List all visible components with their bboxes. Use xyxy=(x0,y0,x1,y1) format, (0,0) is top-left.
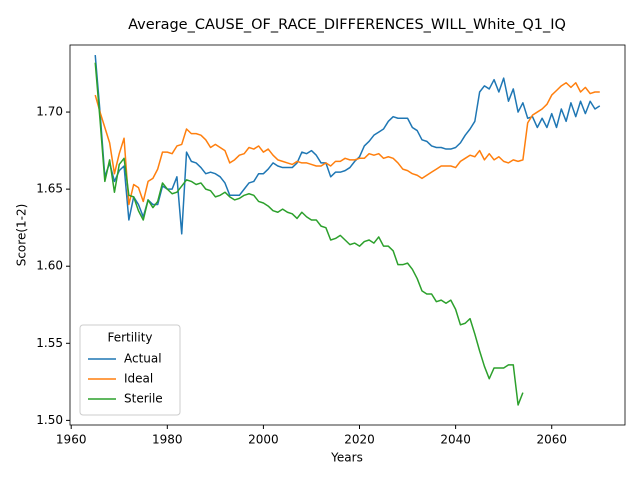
plot-frame xyxy=(69,44,626,426)
x-axis-label: Years xyxy=(330,451,363,465)
x-tick-label: 1980 xyxy=(152,433,183,447)
x-tick-label: 2000 xyxy=(248,433,279,447)
series-line xyxy=(94,82,600,206)
legend-label: Ideal xyxy=(124,372,153,386)
x-tick-label: 2060 xyxy=(536,433,567,447)
series-line xyxy=(94,54,601,235)
x-tick-label: 2020 xyxy=(344,433,375,447)
legend-label: Actual xyxy=(124,352,162,366)
legend-title: Fertility xyxy=(107,331,152,345)
y-tick-label: 1.55 xyxy=(36,336,63,350)
y-tick-label: 1.65 xyxy=(36,182,63,196)
chart-title: Average_CAUSE_OF_RACE_DIFFERENCES_WILL_W… xyxy=(128,17,566,33)
legend-label: Sterile xyxy=(124,392,163,406)
y-axis-label: Score(1-2) xyxy=(15,204,29,267)
x-tick-label: 2040 xyxy=(440,433,471,447)
y-tick-label: 1.50 xyxy=(36,413,63,427)
legend-box xyxy=(79,324,181,416)
series-line xyxy=(94,62,524,406)
y-tick-label: 1.60 xyxy=(36,259,63,273)
x-tick-label: 1960 xyxy=(56,433,87,447)
y-tick-label: 1.70 xyxy=(36,105,63,119)
